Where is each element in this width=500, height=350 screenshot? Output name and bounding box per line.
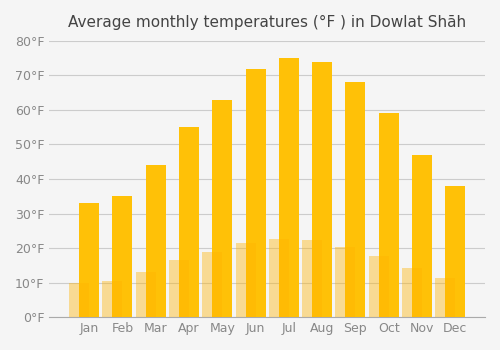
Bar [412,155,432,317]
Bar [79,203,99,317]
Bar [169,260,189,317]
Bar [212,100,232,317]
Bar [146,165,166,317]
Bar [368,256,388,317]
Bar [445,186,465,317]
Bar [246,69,266,317]
Bar [69,283,89,317]
Bar [236,243,256,317]
Bar [302,240,322,317]
Bar [312,62,332,317]
Title: Average monthly temperatures (°F ) in Dowlat Shāh: Average monthly temperatures (°F ) in Do… [68,15,466,30]
Bar [179,127,199,317]
Bar [279,58,299,317]
Bar [336,247,355,317]
Bar [136,272,156,317]
Bar [202,252,222,317]
Bar [102,281,122,317]
Bar [435,278,455,317]
Bar [378,113,398,317]
Bar [346,82,366,317]
Bar [269,239,289,317]
Bar [112,196,132,317]
Bar [402,268,422,317]
